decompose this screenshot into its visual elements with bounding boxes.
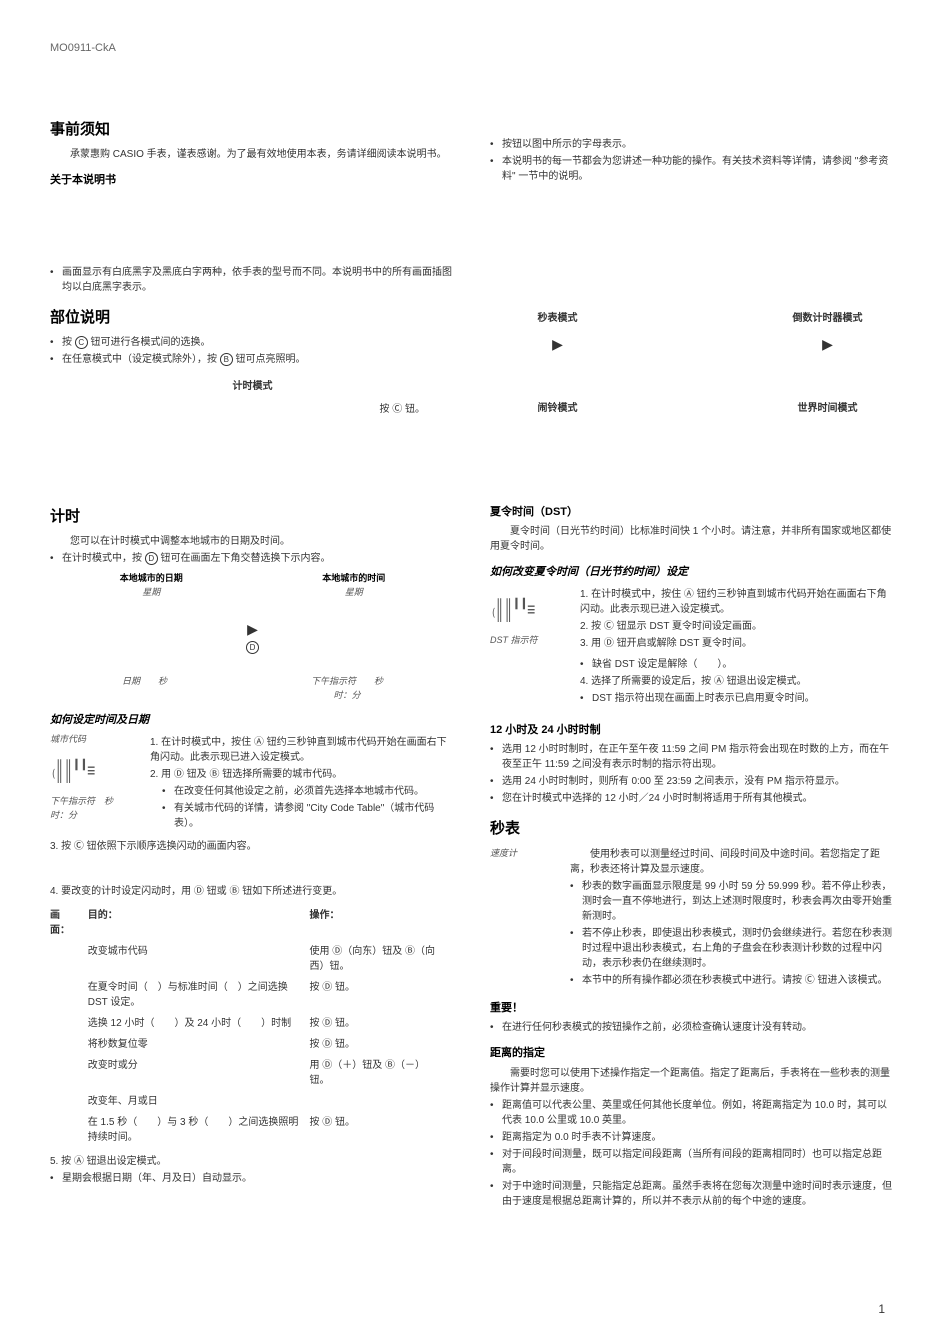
heading-distance: 距离的指定 [490, 1045, 895, 1062]
dst-note-default: 缺省 DST 设定是解除（ ）。 [580, 657, 895, 672]
set-step1: 1. 在计时模式中，按住 Ⓐ 钮约三秒钟直到城市代码开始在画面右下角闪动。此表示… [150, 735, 455, 765]
dst-step4: 4. 选择了所需要的设定后，按 Ⓐ 钮退出设定模式。 [580, 674, 895, 689]
label-speedometer: 速度计 [490, 847, 560, 990]
sw-b1: 秒表的数字画面显示限度是 99 小时 59 分 59.999 秒。若不停止秒表，… [570, 879, 895, 924]
t12-b1: 选用 12 小时时制时，在正午至午夜 11:59 之间 PM 指示符会出现在时数… [490, 742, 895, 772]
button-b-icon: B [220, 353, 233, 366]
heading-stopwatch: 秒表 [490, 818, 895, 841]
r1-p: 改变城市代码 [88, 941, 310, 977]
r2-o: 按 Ⓓ 钮。 [309, 977, 455, 1013]
r7-p: 在 1.5 秒（ ）与 3 秒（ ）之间选换照明持续时间。 [88, 1112, 310, 1148]
label-sec: 秒 [158, 676, 167, 686]
page-number: 1 [878, 1300, 885, 1318]
press-c-label: 按 Ⓒ 钮。 [379, 404, 425, 415]
r7-o: 按 Ⓓ 钮。 [309, 1112, 455, 1148]
heading-parts: 部位说明 [50, 307, 455, 330]
th-purpose: 目的： [88, 905, 310, 941]
label-pm2: 下午指示符 [50, 796, 95, 806]
sw-b3: 本节中的所有操作都必须在秒表模式中进行。请按 Ⓒ 钮进入该模式。 [570, 973, 895, 988]
mode-alarm-label: 闹铃模式 [490, 401, 625, 416]
dst-step2: 2. 按 Ⓒ 钮显示 DST 夏令时间设定画面。 [580, 619, 895, 634]
r4-o: 按 Ⓓ 钮。 [309, 1034, 455, 1055]
r3-o: 按 Ⓓ 钮。 [309, 1013, 455, 1034]
button-d-icon: D [246, 641, 259, 654]
mode-stopwatch-label: 秒表模式 [490, 311, 625, 326]
r1-o: 使用 Ⓓ（向东）钮及 Ⓑ（向西）钮。 [309, 941, 455, 977]
dist-b2: 距离指定为 0.0 时手表不计算速度。 [490, 1130, 895, 1145]
set-step2: 2. 用 Ⓓ 钮及 Ⓑ 钮选择所需要的城市代码。 [150, 767, 455, 782]
heading-how-change-dst: 如何改变夏令时间（日光节约时间）设定 [490, 564, 895, 581]
label-dst-indicator: DST 指示符 [490, 634, 570, 648]
r6-p: 改变年、月或日 [88, 1091, 310, 1112]
heading-12-24: 12 小时及 24 小时时制 [490, 722, 895, 739]
th-op: 操作： [309, 905, 455, 941]
label-week1: 星期 [142, 586, 160, 600]
set-step5: 5. 按 Ⓐ 钮退出设定模式。 [50, 1154, 455, 1169]
sw-b2: 若不停止秒表，即使退出秒表模式，测时仍会继续进行。若您在秒表测时过程中退出秒表模… [570, 926, 895, 971]
set-step4-intro: 4. 要改变的计时设定闪动时，用 Ⓓ 钮或 Ⓑ 钮如下所述进行变更。 [50, 884, 455, 899]
timekeeping-intro: 您可以在计时模式中调整本地城市的日期及时间。 [50, 534, 455, 549]
r6-o [309, 1091, 455, 1112]
note-weekday-auto: 星期会根据日期（年、月及日）自动显示。 [50, 1171, 455, 1186]
label-pm: 下午指示符 [311, 676, 356, 686]
heading-about-manual: 关于本说明书 [50, 172, 455, 189]
heading-preface: 事前须知 [50, 119, 455, 142]
dist-intro: 需要时您可以使用下述操作指定一个距离值。指定了距离后，手表将在一些秒表的测量操作… [490, 1066, 895, 1096]
mode-timekeeping-label: 计时模式 [50, 379, 455, 394]
label-week2: 星期 [345, 586, 363, 600]
parts-note-c: 按 C 钮可进行各模式间的选换。 [50, 335, 455, 350]
dist-b3: 对于间段时间测量，既可以指定间段距离（当所有间段的距离相同时）也可以指定总距离。 [490, 1147, 895, 1177]
dst-step1: 1. 在计时模式中，按住 Ⓐ 钮约三秒钟直到城市代码开始在画面右下角闪动。此表示… [580, 587, 895, 617]
label-home-date: 本地城市的日期 [120, 572, 183, 586]
dst-intro: 夏令时间（日光节约时间）比标准时间快 1 个小时。请注意，并非所有国家或地区都使… [490, 524, 895, 554]
r5-o: 用 Ⓓ（＋）钮及 Ⓑ（－）钮。 [309, 1055, 455, 1091]
label-hm2: 时：分 [50, 809, 140, 823]
dist-b4: 对于中途时间测量，只能指定总距离。虽然手表将在您每次测量中途时间时表示速度，但由… [490, 1179, 895, 1209]
label-city-code: 城市代码 [50, 733, 140, 747]
r3-p: 选换 12 小时（ ）及 24 小时（ ）时制 [88, 1013, 310, 1034]
timekeeping-note-d: 在计时模式中，按 D 钮可在画面左下角交替选换下示内容。 [50, 551, 455, 566]
dst-note-indicator: DST 指示符出现在画面上时表示已启用夏令时间。 [580, 691, 895, 706]
arrow-icon: ▶ [760, 334, 895, 355]
t12-b3: 您在计时模式中选择的 12 小时／24 小时时制将适用于所有其他模式。 [490, 791, 895, 806]
set-step2-sub2: 有关城市代码的详情，请参阅 "City Code Table"（城市代码表）。 [162, 801, 455, 831]
heading-how-set-time: 如何设定时间及日期 [50, 712, 455, 729]
th-screen: 画面： [50, 905, 88, 941]
note-each-section: 本说明书的每一节都会为您讲述一种功能的操作。有关技术资料等详情，请参阅 "参考资… [490, 154, 895, 184]
r5-p: 改变时或分 [88, 1055, 310, 1091]
label-date: 日期 [122, 676, 140, 686]
watch-illustration: ₍║║╹╹≡ [50, 750, 96, 791]
t12-b2: 选用 24 小时时制时，则所有 0:00 至 23:59 之间表示，没有 PM … [490, 774, 895, 789]
r4-p: 将秒数复位零 [88, 1034, 310, 1055]
heading-important: 重要！ [490, 1000, 895, 1017]
parts-note-b: 在任意模式中（设定模式除外），按 B 钮可点亮照明。 [50, 352, 455, 367]
r2-p: 在夏令时间（ ）与标准时间（ ）之间选换 DST 设定。 [88, 977, 310, 1013]
label-sec2: 秒 [374, 676, 383, 686]
set-step3: 3. 按 Ⓒ 钮依照下示顺序选换闪动的画面内容。 [50, 839, 455, 854]
watch-illustration: ₍║║╹╹≡ [490, 589, 536, 630]
note-button-letters: 按钮以图中所示的字母表示。 [490, 137, 895, 152]
heading-dst: 夏令时间（DST） [490, 504, 895, 521]
label-hm: 时：分 [333, 689, 360, 703]
arrow-icon: ▶ [490, 334, 625, 355]
heading-timekeeping: 计时 [50, 506, 455, 529]
doc-code: MO0911-CkA [50, 40, 895, 57]
label-sec3: 秒 [104, 796, 113, 806]
label-home-time: 本地城市的时间 [322, 572, 385, 586]
dst-step3: 3. 用 Ⓓ 钮开启或解除 DST 夏令时间。 [580, 636, 895, 651]
settings-table: 画面： 目的： 操作： 改变城市代码使用 Ⓓ（向东）钮及 Ⓑ（向西）钮。 在夏令… [50, 905, 455, 1148]
display-type-note: 画面显示有白底黑字及黑底白字两种，依手表的型号而不同。本说明书中的所有画面插图均… [50, 265, 455, 295]
arrow-icon: ▶ [247, 621, 258, 637]
mode-countdown-label: 倒数计时器模式 [760, 311, 895, 326]
sw-intro: 使用秒表可以测量经过时间、间段时间及中途时间。若您指定了距离，秒表还将计算及显示… [570, 847, 895, 877]
button-d-icon: D [145, 552, 158, 565]
mode-worldtime-label: 世界时间模式 [760, 401, 895, 416]
intro-text: 承蒙惠购 CASIO 手表，谨表感谢。为了最有效地使用本表，务请详细阅读本说明书… [50, 147, 455, 162]
button-c-icon: C [75, 336, 88, 349]
dist-b1: 距离值可以代表公里、英里或任何其他长度单位。例如，将距离指定为 10.0 时，其… [490, 1098, 895, 1128]
important-text: 在进行任何秒表模式的按钮操作之前，必须检查确认速度计没有转动。 [490, 1020, 895, 1035]
set-step2-sub1: 在改变任何其他设定之前，必须首先选择本地城市代码。 [162, 784, 455, 799]
